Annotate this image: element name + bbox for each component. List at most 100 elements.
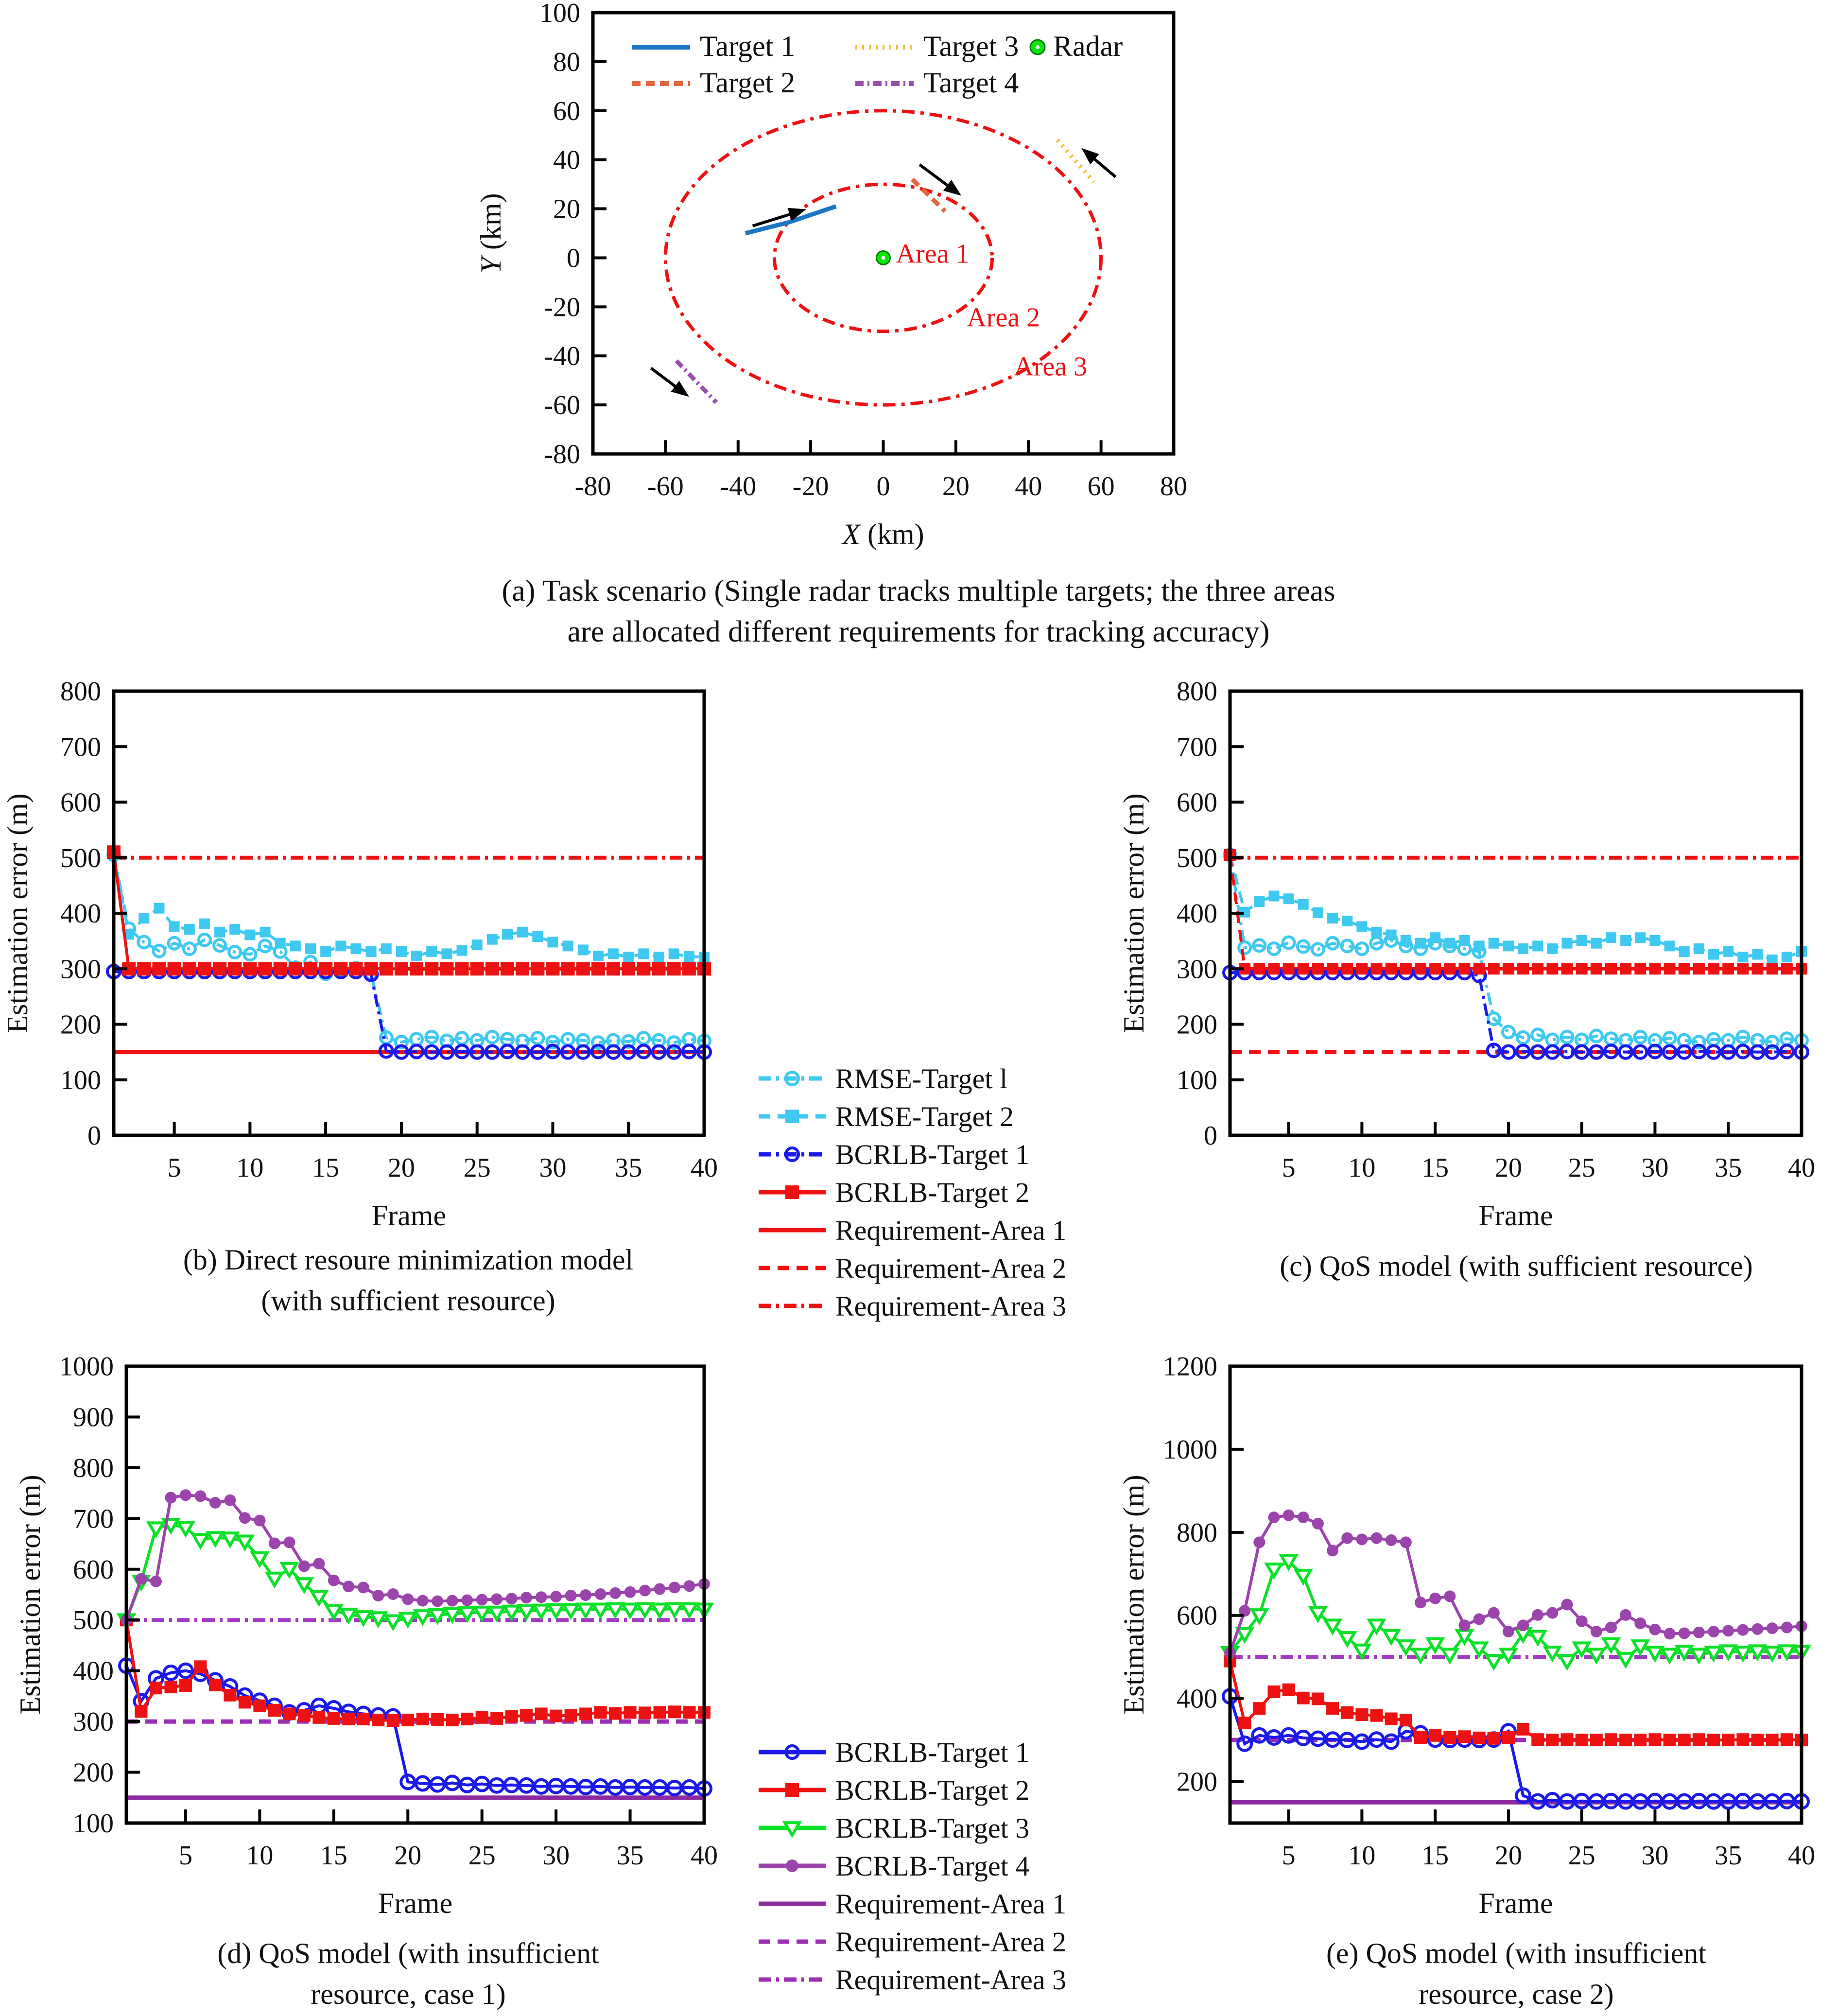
svg-text:5: 5 [1282,1153,1296,1183]
svg-text:10: 10 [1348,1153,1375,1183]
svg-text:25: 25 [1568,1841,1595,1871]
direct-resource-model-plot: 5 10 15 20 25 30 35 400100200300400500600700800… [1,677,718,1232]
svg-text:Target 3: Target 3 [923,30,1019,62]
legend-item: Requirement-Area 2 [756,1923,1066,1961]
svg-text:-60: -60 [647,471,684,502]
svg-text:400: 400 [1177,899,1217,929]
caption-e-line2: resource, case 2) [1419,1978,1614,2010]
svg-text:300: 300 [73,1707,114,1737]
svg-text:80: 80 [1160,471,1187,502]
svg-text:20: 20 [1495,1841,1522,1871]
legend-line-sample-icon [759,1185,826,1199]
svg-text:500: 500 [60,843,101,873]
caption-b: (b) Direct resoure minimization model (w… [49,1239,768,1321]
svg-text:-40: -40 [544,341,580,371]
svg-text:30: 30 [1641,1153,1668,1183]
svg-text:10: 10 [236,1153,263,1183]
svg-text:-80: -80 [544,439,580,469]
legend-item: BCRLB-Target 4 [756,1847,1066,1885]
svg-text:-20: -20 [793,471,829,502]
svg-text:Estimation error (m): Estimation error (m) [1118,1475,1150,1714]
svg-text:700: 700 [1177,732,1217,762]
svg-text:800: 800 [60,677,101,707]
svg-text:Y (km): Y (km) [475,193,507,273]
legend-item: Requirement-Area 1 [756,1885,1066,1923]
legend-upper: RMSE-Target l RMSE-Target 2 BCRLB-Target 1… [756,1060,1066,1325]
legend-line-sample-icon [759,1071,826,1086]
legend-item-label: Requirement-Area 3 [835,1964,1067,1996]
svg-text:0: 0 [877,471,890,502]
svg-text:25: 25 [464,1153,491,1183]
svg-text:300: 300 [60,954,101,984]
caption-a: (a) Task scenario (Single radar tracks m… [0,571,1837,652]
svg-text:Target 4: Target 4 [923,67,1019,99]
svg-text:0: 0 [87,1121,101,1151]
svg-text:60: 60 [1088,471,1115,502]
legend-line-sample-icon [759,1110,826,1123]
svg-text:35: 35 [1715,1153,1742,1183]
caption-a-line2: are allocated different requirements for… [567,615,1270,648]
legend-item-label: Requirement-Area 2 [835,1926,1067,1958]
svg-text:40: 40 [691,1153,718,1183]
svg-text:15: 15 [320,1841,347,1871]
svg-text:500: 500 [73,1605,114,1635]
svg-text:25: 25 [1568,1153,1595,1183]
legend-line-sample-icon [759,1744,826,1760]
svg-text:1200: 1200 [1163,1352,1217,1382]
caption-c: (c) QoS model (with sufficient resource) [1186,1246,1837,1286]
legend-line-sample-icon [759,1228,826,1233]
legend-item-label: Requirement-Area 2 [835,1252,1067,1284]
svg-text:600: 600 [1177,788,1217,818]
svg-text:200: 200 [1177,1010,1217,1040]
svg-text:Radar: Radar [1053,30,1123,62]
svg-text:Area 2: Area 2 [967,303,1040,333]
legend-line-sample-icon [759,1977,826,1982]
legend-item: Requirement-Area 3 [756,1287,1066,1325]
svg-text:40: 40 [691,1841,718,1871]
caption-a-line1: (a) Task scenario (Single radar tracks m… [502,574,1335,608]
svg-text:500: 500 [1177,843,1217,873]
legend-line-sample-icon [759,1147,826,1162]
legend-lower: BCRLB-Target 1 BCRLB-Target 2 BCRLB-Target… [756,1733,1066,1999]
svg-text:200: 200 [60,1010,101,1040]
svg-text:40: 40 [1788,1841,1815,1871]
svg-text:35: 35 [617,1841,644,1871]
svg-text:35: 35 [615,1153,642,1183]
legend-item: Requirement-Area 2 [756,1249,1066,1287]
svg-text:Frame: Frame [1478,1199,1553,1232]
svg-text:-60: -60 [544,390,580,420]
svg-text:30: 30 [1641,1841,1668,1871]
svg-text:Target 1: Target 1 [700,30,795,62]
svg-text:10: 10 [246,1841,273,1871]
caption-c-line1: (c) QoS model (with sufficient resource) [1280,1250,1753,1282]
svg-text:0: 0 [1204,1121,1217,1151]
caption-d: (d) QoS model (with insufficient resourc… [49,1933,768,2015]
svg-text:30: 30 [542,1841,570,1871]
svg-text:80: 80 [553,47,580,77]
svg-text:100: 100 [539,0,580,28]
svg-text:700: 700 [73,1504,114,1534]
svg-text:-80: -80 [575,471,611,502]
svg-text:20: 20 [388,1153,415,1183]
legend-item: BCRLB-Target 3 [756,1809,1066,1847]
qos-insufficient-case1-plot: 5 10 15 20 25 30 35 40 100 200 300 400 500 600 700 800 9… [14,1352,718,1919]
svg-text:60: 60 [553,96,580,126]
svg-text:15: 15 [1421,1153,1449,1183]
svg-text:Estimation error (m): Estimation error (m) [1,793,34,1033]
svg-text:25: 25 [468,1841,496,1871]
svg-text:400: 400 [60,899,101,929]
svg-text:40: 40 [1788,1153,1815,1183]
legend-item-label: Requirement-Area 3 [835,1290,1067,1322]
caption-d-line1: (d) QoS model (with insufficient [217,1937,599,1969]
svg-text:5: 5 [179,1841,192,1871]
svg-text:200: 200 [1177,1767,1217,1797]
legend-line-sample-icon [759,1821,826,1838]
legend-line-sample-icon [759,1303,826,1308]
caption-e: (e) QoS model (with insufficient resourc… [1186,1933,1837,2015]
legend-item-label: BCRLB-Target 2 [835,1774,1030,1806]
svg-text:40: 40 [1015,471,1042,502]
svg-text:800: 800 [73,1453,114,1483]
svg-text:600: 600 [1177,1601,1217,1631]
svg-text:800: 800 [1177,677,1217,707]
svg-text:1000: 1000 [1163,1435,1217,1465]
